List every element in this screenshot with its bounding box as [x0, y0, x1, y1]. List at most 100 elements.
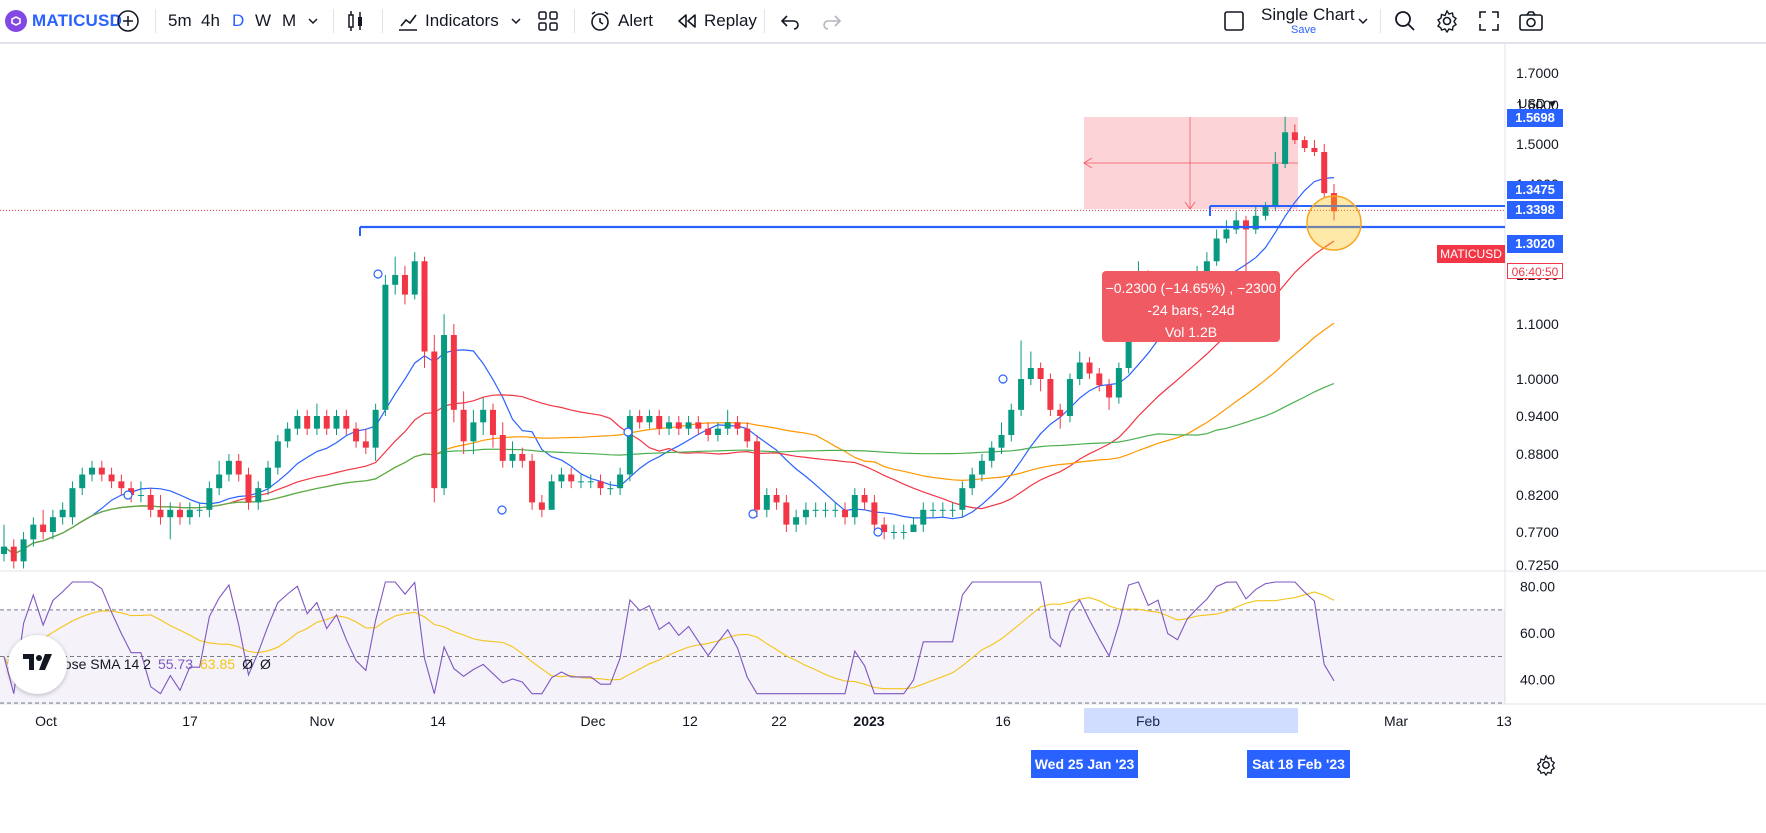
candle-body: [714, 428, 721, 435]
candle-body: [568, 474, 575, 482]
candle-body: [1213, 238, 1220, 262]
indicators-dropdown[interactable]: [510, 0, 522, 42]
chevron-down-icon: [307, 15, 319, 27]
interval-d[interactable]: D: [232, 0, 244, 42]
candle-body: [1066, 379, 1073, 416]
interval-w[interactable]: W: [255, 0, 271, 42]
candle-body: [304, 416, 311, 429]
candle-body: [538, 502, 545, 510]
candle-body: [1047, 379, 1054, 410]
layout-dropdown[interactable]: [1357, 0, 1369, 42]
rsi-tick-label: 40.00: [1520, 672, 1555, 688]
candle-body: [30, 524, 37, 540]
gear-icon: [1435, 9, 1459, 33]
price-tag-lower: 1.3020: [1507, 235, 1563, 253]
tradingview-logo[interactable]: [8, 635, 67, 694]
candle-body: [881, 524, 888, 532]
alert-button[interactable]: Alert: [588, 0, 653, 42]
candle-body: [177, 509, 184, 518]
candle-body: [842, 509, 849, 518]
chart-canvas[interactable]: 1.70001.60001.50001.40001.20001.10001.00…: [0, 44, 1766, 833]
time-tick-label: 16: [995, 713, 1011, 729]
indicators-button[interactable]: Indicators: [397, 0, 499, 42]
chart-type-button[interactable]: [345, 0, 367, 42]
candle-body: [1106, 385, 1113, 398]
rsi-line: [3, 581, 1335, 695]
price-tick-label: 0.7700: [1516, 524, 1559, 540]
candle-body: [1, 546, 7, 554]
candle-body: [1262, 206, 1269, 216]
candle-body: [949, 509, 956, 511]
candle-body: [930, 509, 937, 511]
candle-body: [1115, 368, 1122, 398]
candle-body: [186, 509, 193, 518]
candle-body: [607, 488, 614, 490]
candle-body: [1037, 368, 1044, 379]
candle-body: [69, 488, 76, 518]
measure-arrow-down: [1184, 201, 1196, 210]
price-tick-label: 1.1000: [1516, 316, 1559, 332]
time-axis-settings-button[interactable]: [1535, 754, 1557, 781]
interval-d-label: D: [232, 11, 245, 30]
measurement-tooltip: −0.2300 (−14.65%) , −2300 -24 bars, -24d…: [1102, 271, 1280, 342]
ma-200-line: [3, 382, 1335, 555]
compare-add-button[interactable]: [115, 0, 141, 42]
candle-body: [744, 428, 751, 442]
candle-body: [724, 422, 731, 429]
layout-save-button[interactable]: Single Chart Save: [1261, 0, 1355, 42]
candle-body: [1233, 220, 1240, 230]
symbol-search[interactable]: MATICUSD: [4, 0, 122, 42]
search-button[interactable]: [1393, 0, 1417, 42]
candle-body: [577, 481, 584, 483]
rsi-extra-2: Ø: [259, 656, 271, 672]
interval-m[interactable]: M: [282, 0, 296, 42]
highlight-circle: [1306, 195, 1362, 251]
fullscreen-button[interactable]: [1478, 0, 1500, 42]
templates-button[interactable]: [537, 0, 559, 42]
interval-5m-label: 5m: [168, 11, 192, 30]
candle-body: [294, 416, 301, 429]
candle-body: [265, 467, 272, 489]
currency-selector[interactable]: USD ▾: [1518, 96, 1556, 111]
candle-body: [284, 428, 291, 442]
candle-body: [1311, 148, 1318, 152]
snapshot-button[interactable]: [1518, 0, 1544, 42]
redo-button[interactable]: [821, 0, 843, 42]
candle-body: [362, 441, 369, 448]
candle-body: [519, 454, 526, 461]
chart-area[interactable]: 1.70001.60001.50001.40001.20001.10001.00…: [0, 44, 1766, 833]
undo-button[interactable]: [779, 0, 801, 42]
candle-body: [245, 474, 252, 503]
candle-body: [666, 422, 672, 429]
candle-body: [558, 474, 565, 482]
interval-m-label: M: [282, 11, 297, 30]
ma-20-line: [3, 177, 1335, 555]
divider: [764, 9, 765, 33]
undo-icon: [779, 11, 801, 31]
layout-checkbox[interactable]: [1223, 0, 1245, 42]
replay-label: Replay: [704, 11, 757, 30]
candle-body: [196, 509, 203, 511]
grid-icon: [537, 10, 559, 32]
candle-body: [636, 416, 643, 423]
square-icon: [1223, 10, 1245, 32]
measure-volume: Vol 1.2B: [1164, 324, 1218, 340]
currency-label: USD: [1518, 96, 1546, 111]
interval-dropdown[interactable]: [307, 0, 319, 42]
price-tick-label: 1.7000: [1516, 65, 1559, 81]
candle-body: [460, 409, 467, 442]
candle-body: [489, 409, 496, 435]
candle-body: [587, 481, 594, 483]
indicators-label: Indicators: [425, 11, 499, 30]
time-range-end: Sat 18 Feb '23: [1247, 750, 1350, 778]
search-icon: [1393, 9, 1417, 33]
time-tick-label: 2023: [853, 713, 884, 729]
replay-button[interactable]: Replay: [676, 0, 757, 42]
price-tick-label: 0.9400: [1516, 408, 1559, 424]
interval-5m[interactable]: 5m: [168, 0, 192, 42]
time-tick-label: 14: [430, 713, 446, 729]
chevron-down-icon: [510, 15, 522, 27]
settings-button[interactable]: [1435, 0, 1459, 42]
interval-4h[interactable]: 4h: [201, 0, 220, 42]
divider: [574, 9, 575, 33]
